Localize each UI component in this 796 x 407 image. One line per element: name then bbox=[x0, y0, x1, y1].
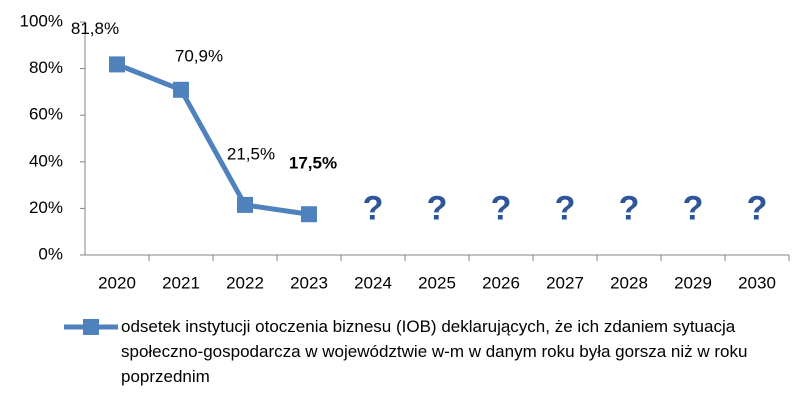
value-label: 70,9% bbox=[175, 46, 223, 65]
y-tick-label: 100% bbox=[20, 11, 63, 30]
x-tick-label: 2027 bbox=[546, 273, 584, 292]
y-tick-label: 40% bbox=[29, 151, 63, 170]
y-tick-label: 80% bbox=[29, 58, 63, 77]
marker bbox=[301, 206, 317, 223]
x-tick-label: 2021 bbox=[162, 273, 200, 292]
value-label: 21,5% bbox=[227, 144, 275, 163]
x-tick-label: 2030 bbox=[738, 273, 776, 292]
marker bbox=[237, 196, 253, 213]
unknown-marker: ? bbox=[427, 189, 448, 227]
unknown-marker: ? bbox=[747, 189, 768, 227]
unknown-marker: ? bbox=[555, 189, 576, 227]
x-tick-label: 2020 bbox=[98, 273, 136, 292]
legend-marker bbox=[83, 319, 99, 335]
x-tick-label: 2024 bbox=[354, 273, 392, 292]
y-tick-label: 20% bbox=[29, 198, 63, 217]
x-tick-label: 2025 bbox=[418, 273, 456, 292]
marker bbox=[173, 81, 189, 98]
unknown-marker: ? bbox=[363, 189, 384, 227]
value-label: 17,5% bbox=[289, 154, 337, 173]
unknown-marker: ? bbox=[491, 189, 512, 227]
unknown-marker: ? bbox=[683, 189, 704, 227]
x-tick-label: 2022 bbox=[226, 273, 264, 292]
series-line bbox=[116, 62, 310, 217]
x-tick-label: 2026 bbox=[482, 273, 520, 292]
y-tick-label: 0% bbox=[38, 244, 63, 263]
x-tick-label: 2028 bbox=[610, 273, 648, 292]
value-label: 81,8% bbox=[71, 19, 119, 38]
x-tick-label: 2029 bbox=[674, 273, 712, 292]
marker bbox=[109, 56, 125, 73]
unknown-marker: ? bbox=[619, 189, 640, 227]
x-tick-label: 2023 bbox=[290, 273, 328, 292]
y-tick-label: 60% bbox=[29, 105, 63, 124]
legend-label: odsetek instytucji otoczenia biznesu (IO… bbox=[121, 317, 748, 386]
